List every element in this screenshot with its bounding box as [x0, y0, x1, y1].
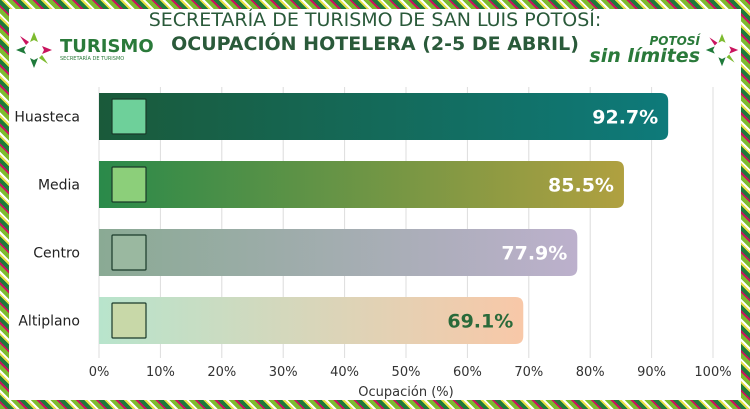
bar-centro	[99, 229, 578, 276]
waterfall-icon	[111, 98, 147, 135]
x-tick-label: 70%	[514, 365, 543, 380]
cathedral-icon	[111, 234, 147, 271]
x-tick-label: 80%	[576, 365, 605, 380]
title-line-2: OCUPACIÓN HOTELERA (2-5 DE ABRIL)	[171, 33, 579, 55]
x-tick-label: 30%	[269, 365, 298, 380]
logo-subtitle: SECRETARÍA DE TURISMO	[60, 56, 125, 62]
x-tick-label: 60%	[453, 365, 482, 380]
category-label: Huasteca	[14, 110, 80, 126]
desert-cactus-icon	[111, 302, 147, 339]
data-label: 77.9%	[501, 243, 567, 265]
x-tick-label: 10%	[146, 365, 175, 380]
data-label: 85.5%	[548, 175, 614, 197]
star-logo-icon	[16, 32, 52, 68]
x-tick-label: 100%	[694, 365, 731, 380]
logo-line2: sin límites	[589, 44, 700, 67]
bar-altiplano	[99, 297, 524, 344]
x-tick-label: 90%	[637, 365, 666, 380]
turismo-logo: TURISMO SECRETARÍA DE TURISMO	[14, 30, 154, 70]
x-tick-label: 40%	[330, 365, 359, 380]
forest-river-icon	[111, 166, 147, 203]
title-line-1: SECRETARÍA DE TURISMO DE SAN LUIS POTOSÍ…	[148, 9, 602, 31]
logo-line1: POTOSÍ	[649, 33, 701, 48]
category-label: Media	[38, 178, 80, 194]
potosi-logo: POTOSÍ sin límites	[589, 30, 740, 70]
data-label: 69.1%	[447, 311, 513, 333]
x-tick-label: 50%	[392, 365, 421, 380]
x-tick-label: 0%	[89, 365, 110, 380]
category-label: Centro	[33, 246, 80, 262]
data-label: 92.7%	[592, 107, 658, 129]
category-label: Altiplano	[18, 314, 80, 330]
bar-media	[99, 161, 624, 208]
x-axis-label: Ocupación (%)	[358, 385, 453, 400]
chart-title: SECRETARÍA DE TURISMO DE SAN LUIS POTOSÍ…	[0, 8, 750, 56]
logo-name: TURISMO	[60, 36, 154, 57]
x-tick-label: 20%	[207, 365, 236, 380]
star-logo-icon	[705, 33, 739, 67]
bar-huasteca	[99, 93, 669, 140]
